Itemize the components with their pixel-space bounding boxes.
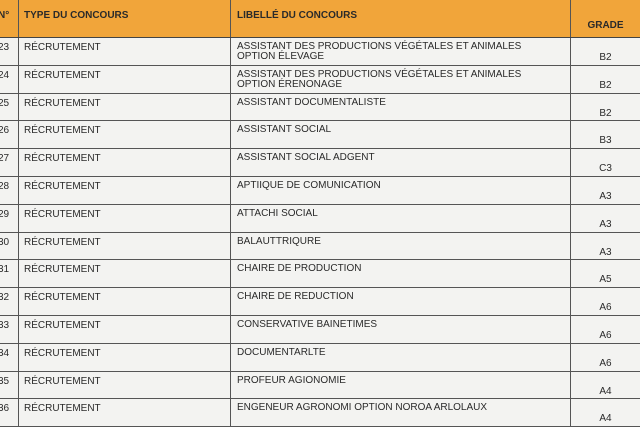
table-cell: A4 — [570, 399, 640, 427]
table-cell: PROFEUR AGIONOMIE — [230, 371, 570, 399]
table-cell: B2 — [570, 38, 640, 65]
table-cell: B2 — [570, 65, 640, 93]
table-cell: RÉCRUTEMENT — [18, 316, 230, 343]
cell-text: ASSISTANT SOCIAL ADGENT — [237, 152, 375, 164]
table-cell: RÉCRUTEMENT — [18, 177, 230, 204]
table-row: 32 RÉCRUTEMENT CHAIRE DE REDUCTION A6 — [0, 288, 640, 316]
table-cell: 28 — [0, 181, 10, 192]
table-cell: B3 — [570, 121, 640, 149]
table-cell: ASSISTANT DES PRODUCTIONS VÉGÉTALES ET A… — [230, 38, 570, 65]
table-cell: CONSERVATIVE BAINETIMES — [230, 316, 570, 343]
table-cell: 25 — [0, 97, 10, 109]
table-cell: 34 — [0, 347, 10, 359]
table-row: 25 RÉCRUTEMENT ASSISTANT DOCUMENTALISTE B2 — [0, 93, 640, 122]
table-cell: 32 — [0, 292, 10, 304]
table-cell: RÉCRUTEMENT — [18, 149, 230, 176]
table-cell: ENGENEUR AGRONOMI OPTION NOROA ARLOLAUX — [230, 399, 570, 427]
table-row: 34 RÉCRUTEMENT DOCUMENTARLTE A6 — [0, 343, 640, 372]
table-cell: 29 — [0, 208, 10, 220]
table-row: 31 RÉCRUTEMENT CHAIRE DE PRODUCTION A5 — [0, 260, 640, 289]
table-cell: ATTACHI SOCIAL — [230, 204, 570, 232]
table-row: 29 RÉCRUTEMENT ATTACHI SOCIAL A3 — [0, 204, 640, 233]
table-cell: 30 — [0, 236, 10, 248]
table-cell: CHAIRE DE REDUCTION — [230, 288, 570, 315]
table-row: 35 RÉCRUTEMENT PROFEUR AGIONOMIE A4 — [0, 371, 640, 400]
table-cell: CHAIRE DE PRODUCTION — [230, 260, 570, 288]
table-cell: RÉCRUTEMENT — [18, 399, 230, 427]
table-row: 36 RÉCRUTEMENT ENGENEUR AGRONOMI OPTION NO… — [0, 399, 640, 427]
cell-text: DOCUMENTARLTE — [237, 346, 326, 358]
table-cell: 26 — [0, 125, 10, 137]
table-cell: A4 — [570, 371, 640, 399]
table-cell: 33 — [0, 320, 10, 331]
table-cell: 36 — [0, 403, 10, 415]
cell-text: CHAIRE DE REDUCTION — [237, 291, 354, 303]
cell-text: CONSERVATIVE BAINETIMES — [237, 319, 378, 330]
cell-text: PROFEUR AGIONOMIE — [237, 374, 346, 386]
table-cell: RÉCRUTEMENT — [18, 232, 230, 260]
cell-text: ENGENEUR AGRONOMI OPTION NOROA ARLOLAUX — [237, 402, 488, 414]
table-row: 28 RÉCRUTEMENT APTIIQUE DE COMUNICATION A3 — [0, 177, 640, 205]
table-cell: RÉCRUTEMENT — [18, 65, 230, 93]
cell-text: ASSISTANT DOCUMENTALISTE — [237, 96, 386, 108]
table-cell: RÉCRUTEMENT — [18, 38, 230, 65]
cell-text: APTIIQUE DE COMUNICATION — [237, 180, 381, 191]
table-cell: BALAUTTRIQURE — [230, 232, 570, 260]
table-cell: RÉCRUTEMENT — [18, 343, 230, 371]
table-cell: 27 — [0, 153, 10, 165]
table-cell: 24 — [0, 69, 10, 81]
table-cell: ASSISTANT SOCIAL ADGENT — [230, 149, 570, 176]
table-row: 27 RÉCRUTEMENT ASSISTANT SOCIAL ADGENT C3 — [0, 149, 640, 177]
table-cell: RÉCRUTEMENT — [18, 121, 230, 149]
table-row: 30 RÉCRUTEMENT BALAUTTRIQURE A3 — [0, 232, 640, 261]
cell-text: ASSISTANT DES PRODUCTIONS VÉGÉTALES ET A… — [237, 41, 522, 62]
table-cell: RÉCRUTEMENT — [18, 288, 230, 315]
cell-text: ATTACHI SOCIAL — [237, 207, 318, 219]
table-cell: RÉCRUTEMENT — [18, 371, 230, 399]
table-cell: A6 — [570, 288, 640, 315]
cell-text: ASSISTANT SOCIAL — [237, 124, 332, 136]
cell-text: BALAUTTRIQURE — [237, 235, 321, 247]
table-cell: A5 — [570, 260, 640, 288]
table-row: 26 RÉCRUTEMENT ASSISTANT SOCIAL B3 — [0, 121, 640, 150]
table-row: 23 RÉCRUTEMENT ASSISTANT DES PRODUCTIONS V… — [0, 38, 640, 66]
table-cell: 35 — [0, 375, 10, 387]
header-cell: GRADE — [570, 0, 640, 37]
cell-text: ASSISTANT DES PRODUCTIONS VÉGÉTALES ET A… — [237, 68, 522, 90]
header-cell: TYPE DU CONCOURS — [18, 0, 230, 37]
table-row: 24 RÉCRUTEMENT ASSISTANT DES PRODUCTIONS V… — [0, 65, 640, 94]
table-cell: B2 — [570, 93, 640, 121]
table-header: N° TYPE DU CONCOURS LIBELLÉ DU CONCOURS … — [0, 0, 640, 38]
table-cell: A3 — [570, 177, 640, 204]
table-cell: ASSISTANT SOCIAL — [230, 121, 570, 149]
table-row: 33 RÉCRUTEMENT CONSERVATIVE BAINETIMES A6 — [0, 316, 640, 344]
table-cell: 31 — [0, 264, 10, 276]
header-cell: LIBELLÉ DU CONCOURS — [230, 0, 570, 37]
table-cell: 23 — [0, 42, 10, 53]
table-cell: APTIIQUE DE COMUNICATION — [230, 177, 570, 204]
table-cell: RÉCRUTEMENT — [18, 204, 230, 232]
table-cell: DOCUMENTARLTE — [230, 343, 570, 371]
table-cell: A6 — [570, 316, 640, 343]
header-cell: N° — [0, 10, 10, 21]
table-cell: C3 — [570, 149, 640, 176]
cell-text: CHAIRE DE PRODUCTION — [237, 263, 362, 275]
table-cell: ASSISTANT DOCUMENTALISTE — [230, 93, 570, 121]
table-cell: RÉCRUTEMENT — [18, 260, 230, 288]
table-cell: ASSISTANT DES PRODUCTIONS VÉGÉTALES ET A… — [230, 65, 570, 93]
table-cell: A6 — [570, 343, 640, 371]
table-cell: RÉCRUTEMENT — [18, 93, 230, 121]
table-cell: A3 — [570, 204, 640, 232]
table-cell: A3 — [570, 232, 640, 260]
